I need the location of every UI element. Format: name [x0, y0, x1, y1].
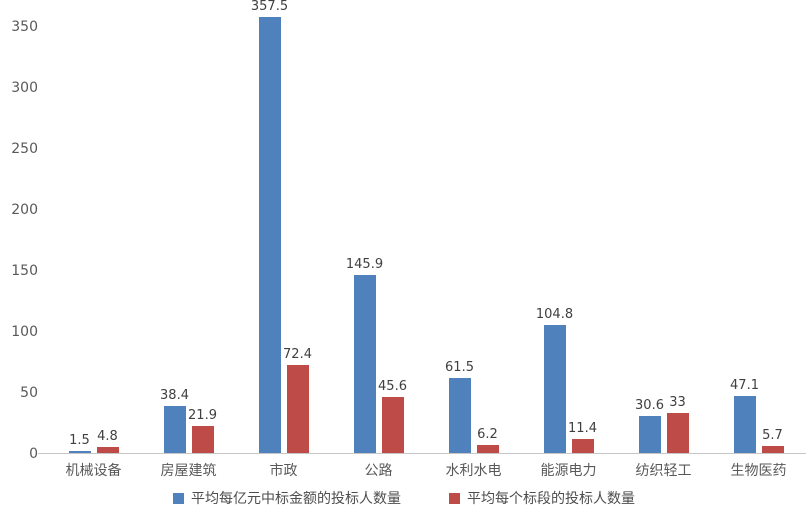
bar [543, 325, 566, 453]
legend: 平均每亿元中标金额的投标人数量 平均每个标段的投标人数量 [0, 488, 808, 508]
legend-item: 平均每亿元中标金额的投标人数量 [173, 488, 401, 508]
y-tick-label: 0 [29, 446, 38, 462]
bar [353, 275, 376, 453]
legend-swatch-icon [173, 492, 184, 504]
y-tick-label: 300 [11, 80, 38, 96]
bar-group: 61.5 6.2 [426, 0, 521, 453]
bar-column: 104.8 [536, 307, 573, 453]
bar-group: 30.6 33 [616, 0, 711, 453]
value-label: 30.6 [635, 398, 664, 413]
bar-column: 357.5 [251, 0, 288, 453]
x-axis-line [38, 453, 806, 454]
bar-group: 145.9 45.6 [331, 0, 426, 453]
value-label: 6.2 [477, 427, 498, 442]
category-label: 房屋建筑 [160, 463, 217, 479]
bar-groups: 1.5 4.8 38.4 21.9 357.5 72.4 145.9 45.6 61.5 6.2 1… [46, 0, 806, 453]
bar-column: 47.1 [730, 378, 759, 453]
bar-column: 21.9 [188, 408, 217, 453]
category-labels: 机械设备 房屋建筑 市政 公路 水利水电 能源电力 纺织轻工 生物医药 [46, 460, 806, 480]
bar-column: 1.5 [68, 433, 91, 453]
bar [258, 17, 281, 453]
value-label: 61.5 [445, 360, 474, 375]
bar [638, 416, 661, 453]
legend-label: 平均每个标段的投标人数量 [467, 491, 635, 507]
bar-group: 47.1 5.7 [711, 0, 806, 453]
value-label: 45.6 [378, 379, 407, 394]
y-tick-label: 150 [11, 263, 38, 279]
y-tick-label: 50 [20, 385, 38, 401]
bar-column: 11.4 [568, 421, 597, 453]
bar [381, 397, 404, 453]
y-tick-label: 350 [11, 19, 38, 35]
value-label: 357.5 [250, 0, 289, 14]
value-label: 4.8 [97, 429, 118, 444]
bar [761, 446, 784, 453]
value-label: 47.1 [730, 378, 759, 393]
bar [666, 413, 689, 453]
y-tick-label: 100 [11, 324, 38, 340]
bar-column: 72.4 [283, 347, 312, 453]
bar-group: 1.5 4.8 [46, 0, 141, 453]
bar-column: 145.9 [346, 257, 383, 453]
value-label: 72.4 [283, 347, 312, 362]
category-label: 公路 [364, 463, 393, 479]
category-label: 能源电力 [540, 463, 597, 479]
bar-column: 30.6 [635, 398, 664, 453]
bar [191, 426, 214, 453]
value-label: 11.4 [568, 421, 597, 436]
y-tick-label: 200 [11, 202, 38, 218]
bar-group: 357.5 72.4 [236, 0, 331, 453]
bar-column: 4.8 [96, 429, 119, 453]
bar [476, 445, 499, 453]
bar-column: 45.6 [378, 379, 407, 453]
value-label: 104.8 [535, 307, 574, 322]
legend-swatch-icon [449, 492, 460, 504]
bar-column: 61.5 [445, 360, 474, 453]
bar-column: 6.2 [476, 427, 499, 453]
bar [68, 451, 91, 453]
value-label: 33 [669, 395, 686, 410]
bar [571, 439, 594, 453]
category-label: 机械设备 [65, 463, 122, 479]
value-label: 1.5 [69, 433, 90, 448]
bar-column: 5.7 [761, 428, 784, 453]
bar [733, 396, 756, 453]
value-label: 38.4 [160, 388, 189, 403]
category-label: 生物医药 [730, 463, 787, 479]
value-label: 145.9 [345, 257, 384, 272]
category-label: 纺织轻工 [635, 463, 692, 479]
bar [163, 406, 186, 453]
bar [286, 365, 309, 453]
legend-label: 平均每亿元中标金额的投标人数量 [191, 491, 401, 507]
bar [96, 447, 119, 453]
bar-group: 38.4 21.9 [141, 0, 236, 453]
bar-group: 104.8 11.4 [521, 0, 616, 453]
y-tick-label: 250 [11, 141, 38, 157]
value-label: 5.7 [762, 428, 783, 443]
bar [448, 378, 471, 453]
plot-area: 1.5 4.8 38.4 21.9 357.5 72.4 145.9 45.6 61.5 6.2 1… [38, 0, 806, 454]
category-label: 水利水电 [445, 463, 502, 479]
legend-item: 平均每个标段的投标人数量 [449, 488, 635, 508]
category-label: 市政 [269, 463, 298, 479]
value-label: 21.9 [188, 408, 217, 423]
bar-column: 33 [666, 395, 689, 453]
bar-column: 38.4 [160, 388, 189, 453]
